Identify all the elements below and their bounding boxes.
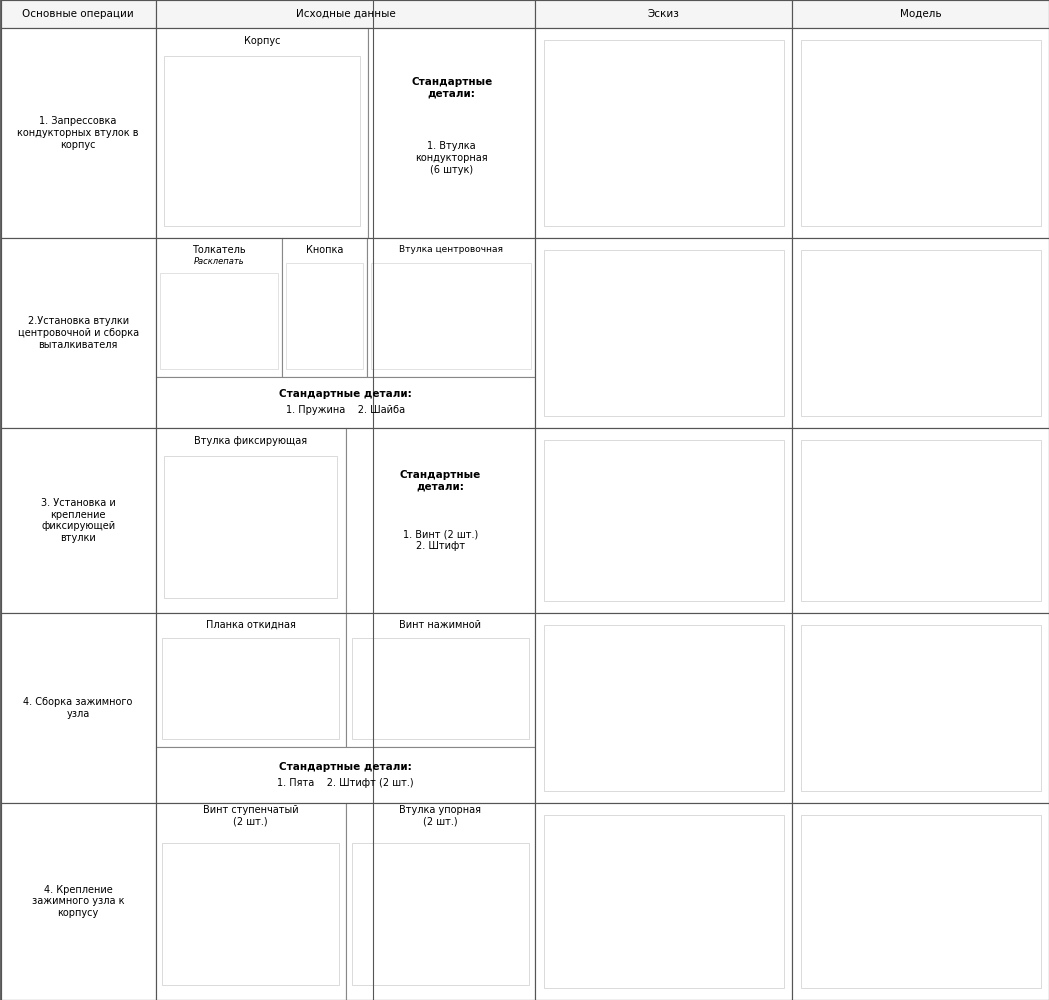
Bar [543, 440, 784, 601]
Bar [1, 28, 155, 238]
Text: Планка откидная: Планка откидная [206, 620, 296, 630]
Bar [162, 843, 339, 985]
Bar [155, 428, 345, 613]
Bar [543, 250, 784, 416]
Bar [535, 0, 792, 28]
Text: Винт ступенчатый
(2 шт.): Винт ступенчатый (2 шт.) [202, 805, 299, 827]
Text: Стандартные
детали:: Стандартные детали: [400, 470, 481, 491]
Bar [164, 56, 360, 226]
Text: 1. Втулка
кондукторная
(6 штук): 1. Втулка кондукторная (6 штук) [415, 141, 488, 175]
Bar [367, 238, 535, 377]
Bar [368, 28, 535, 238]
Text: 3. Установка и
крепление
фиксирующей
втулки: 3. Установка и крепление фиксирующей вту… [41, 498, 115, 543]
Text: 1. Пята    2. Штифт (2 шт.): 1. Пята 2. Штифт (2 шт.) [277, 778, 413, 788]
Bar [282, 238, 367, 377]
Bar [792, 613, 1049, 803]
Bar [155, 613, 345, 747]
Bar [345, 428, 535, 613]
Bar [543, 625, 784, 791]
Bar [162, 638, 339, 739]
Text: Модель: Модель [900, 9, 941, 19]
Bar [800, 815, 1041, 988]
Text: 2.Установка втулки
центровочной и сборка
выталкивателя: 2.Установка втулки центровочной и сборка… [18, 316, 138, 350]
Bar [543, 40, 784, 226]
Text: Исходные данные: Исходные данные [296, 9, 395, 19]
Bar [535, 613, 792, 803]
Bar [1, 803, 155, 1000]
Text: 4. Сборка зажимного
узла: 4. Сборка зажимного узла [23, 697, 133, 719]
Text: Втулка упорная
(2 шт.): Втулка упорная (2 шт.) [400, 805, 481, 827]
Text: Эскиз: Эскиз [648, 9, 680, 19]
Bar [155, 238, 282, 377]
Bar [345, 613, 535, 747]
Bar [792, 238, 1049, 428]
Bar [164, 456, 337, 598]
Bar [535, 28, 792, 238]
Bar [286, 263, 363, 369]
Text: Кнопка: Кнопка [305, 245, 343, 255]
Bar [1, 613, 155, 803]
Bar [792, 428, 1049, 613]
Bar [351, 843, 529, 985]
Text: Корпус: Корпус [243, 36, 280, 46]
Text: 4. Крепление
зажимного узла к
корпусу: 4. Крепление зажимного узла к корпусу [31, 885, 125, 918]
Bar [535, 803, 792, 1000]
Bar [800, 250, 1041, 416]
Bar [159, 273, 278, 369]
Text: Втулка центровочная: Втулка центровочная [399, 245, 504, 254]
Text: Втулка фиксирующая: Втулка фиксирующая [194, 436, 307, 446]
Text: 1. Винт (2 шт.)
2. Штифт: 1. Винт (2 шт.) 2. Штифт [403, 530, 478, 551]
Bar [1, 428, 155, 613]
Bar [800, 440, 1041, 601]
Bar [800, 625, 1041, 791]
Bar [792, 28, 1049, 238]
Bar [792, 803, 1049, 1000]
Text: Основные операции: Основные операции [22, 9, 134, 19]
Text: 1. Запрессовка
кондукторных втулок в
корпус: 1. Запрессовка кондукторных втулок в кор… [18, 116, 138, 150]
Bar [1, 0, 155, 28]
Bar [371, 263, 531, 369]
Text: 1. Пружина    2. Шайба: 1. Пружина 2. Шайба [286, 405, 405, 415]
Bar [535, 238, 792, 428]
Text: Расклепать: Расклепать [194, 256, 244, 265]
Bar [155, 747, 535, 803]
Text: Толкатель: Толкатель [192, 245, 245, 255]
Text: Стандартные детали:: Стандартные детали: [279, 389, 412, 399]
Bar [345, 803, 535, 1000]
Text: Винт нажимной: Винт нажимной [400, 620, 481, 630]
Bar [351, 638, 529, 739]
Text: Стандартные
детали:: Стандартные детали: [411, 77, 492, 99]
Bar [792, 0, 1049, 28]
Bar [155, 803, 345, 1000]
Bar [155, 377, 535, 428]
Bar [800, 40, 1041, 226]
Bar [1, 238, 155, 428]
Text: Стандартные детали:: Стандартные детали: [279, 762, 412, 772]
Bar [543, 815, 784, 988]
Bar [535, 428, 792, 613]
Bar [155, 0, 535, 28]
Bar [155, 28, 368, 238]
